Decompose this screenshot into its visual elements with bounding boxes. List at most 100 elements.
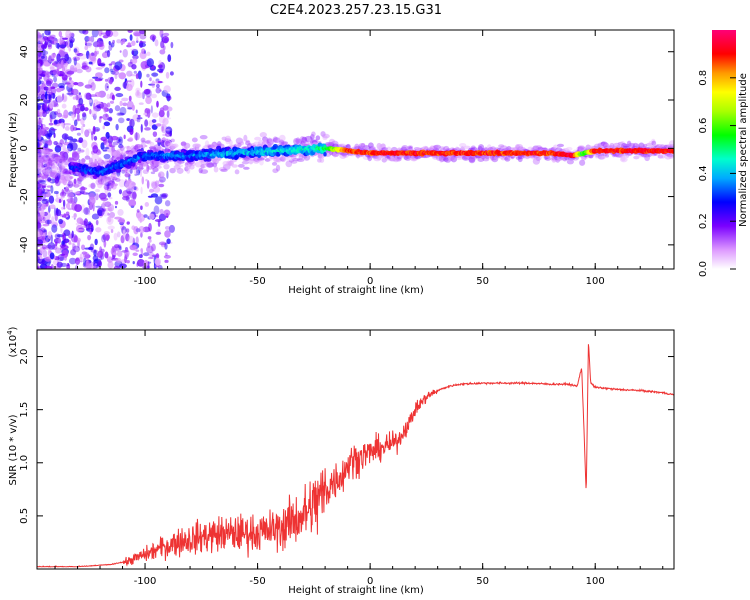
heatmap-cell	[44, 71, 48, 77]
heatmap-cell	[47, 189, 51, 192]
heatmap-cell	[63, 255, 68, 261]
heatmap-cell	[63, 158, 70, 163]
heatmap-cell	[47, 158, 53, 166]
heatmap-cell	[156, 146, 164, 152]
heatmap-cell	[54, 145, 62, 153]
heatmap-cell	[162, 138, 169, 142]
heatmap-cell	[94, 78, 103, 82]
heatmap-cell	[126, 259, 130, 264]
heatmap-cell	[135, 131, 138, 141]
heatmap-cell	[115, 93, 124, 98]
heatmap-cell	[159, 176, 166, 183]
heatmap-cell	[95, 205, 103, 208]
heatmap-cell	[103, 121, 111, 127]
heatmap-cell	[38, 166, 44, 173]
heatmap-cell	[159, 107, 165, 114]
y-tick-label: 0.5	[19, 508, 30, 524]
heatmap-cell	[40, 50, 49, 56]
heatmap-cell	[106, 188, 112, 192]
heatmap-cell	[62, 168, 68, 175]
heatmap-cell	[176, 167, 184, 174]
heatmap-cell	[363, 144, 368, 149]
heatmap-cell	[101, 203, 106, 209]
heatmap-cell	[55, 241, 58, 246]
heatmap-cell	[60, 59, 64, 69]
heatmap-cell	[158, 183, 165, 188]
heatmap-cell	[136, 116, 143, 120]
heatmap-cell	[127, 42, 131, 47]
heatmap-cell	[367, 154, 373, 162]
heatmap-cell	[75, 50, 80, 56]
heatmap-cell	[91, 52, 95, 57]
heatmap-cell	[92, 145, 99, 154]
heatmap-cell	[38, 119, 43, 123]
heatmap-cell	[38, 133, 42, 141]
heatmap-cell	[45, 237, 49, 243]
heatmap-cell	[64, 53, 70, 62]
colorbar-tick-label: 0.4	[698, 165, 709, 181]
heatmap-cell	[165, 140, 171, 147]
heatmap-cell	[49, 38, 55, 41]
heatmap-cell	[69, 41, 74, 48]
heatmap-cell	[79, 187, 88, 191]
heatmap-cell	[137, 70, 142, 80]
heatmap-cell	[73, 213, 77, 218]
heatmap-cell	[91, 108, 98, 117]
heatmap-cell	[265, 142, 272, 147]
heatmap-cell	[137, 213, 145, 222]
heatmap-cell	[58, 158, 66, 164]
heatmap-cell	[152, 131, 158, 137]
heatmap-cell	[51, 54, 56, 59]
heatmap-cell	[159, 30, 164, 38]
heatmap-cell	[154, 196, 163, 205]
heatmap-cell	[40, 123, 43, 130]
heatmap-cell	[74, 257, 81, 265]
heatmap-cell	[164, 259, 169, 263]
heatmap-cell	[164, 242, 168, 250]
heatmap-cell	[111, 94, 115, 101]
heatmap-cell	[186, 167, 191, 174]
heatmap-cell	[74, 204, 83, 212]
heatmap-cell	[108, 63, 113, 66]
heatmap-cell	[44, 133, 51, 138]
heatmap-cell	[135, 228, 141, 233]
heatmap-cell	[299, 136, 305, 143]
snr-line-marks	[37, 344, 674, 568]
heatmap-cell	[228, 140, 233, 146]
heatmap-cell	[59, 152, 63, 159]
heatmap-cell	[301, 136, 307, 143]
heatmap-cell	[72, 126, 78, 131]
heatmap-cell	[118, 179, 126, 188]
heatmap-cell	[80, 125, 84, 135]
heatmap-cell	[92, 162, 98, 168]
heatmap-cell	[63, 206, 66, 210]
heatmap-cell	[65, 40, 70, 48]
heatmap-cell	[222, 163, 231, 171]
heatmap-cell	[95, 227, 102, 233]
heatmap-cell	[153, 161, 159, 166]
heatmap-cell	[42, 249, 48, 259]
heatmap-cell	[169, 145, 176, 150]
heatmap-cell	[228, 160, 234, 166]
heatmap-cell	[92, 113, 97, 120]
heatmap-cell	[84, 45, 89, 51]
heatmap-cell	[100, 197, 109, 201]
heatmap-cell	[157, 64, 163, 69]
heatmap-cell	[376, 155, 382, 160]
heatmap-cell	[55, 156, 63, 163]
heatmap-cell	[48, 195, 55, 204]
heatmap-cell	[121, 169, 126, 174]
heatmap-cell	[126, 145, 131, 152]
heatmap-cell	[92, 125, 96, 135]
heatmap-cell	[44, 265, 53, 269]
heatmap-cell	[63, 171, 72, 175]
heatmap-cell	[273, 156, 282, 163]
heatmap-cell	[84, 107, 89, 112]
heatmap-cell	[313, 139, 318, 143]
heatmap-cell	[95, 193, 99, 201]
heatmap-cell	[380, 143, 386, 149]
heatmap-cell	[81, 139, 88, 149]
heatmap-cell	[204, 140, 210, 148]
heatmap-cell	[55, 156, 63, 162]
heatmap-cell	[42, 223, 50, 227]
